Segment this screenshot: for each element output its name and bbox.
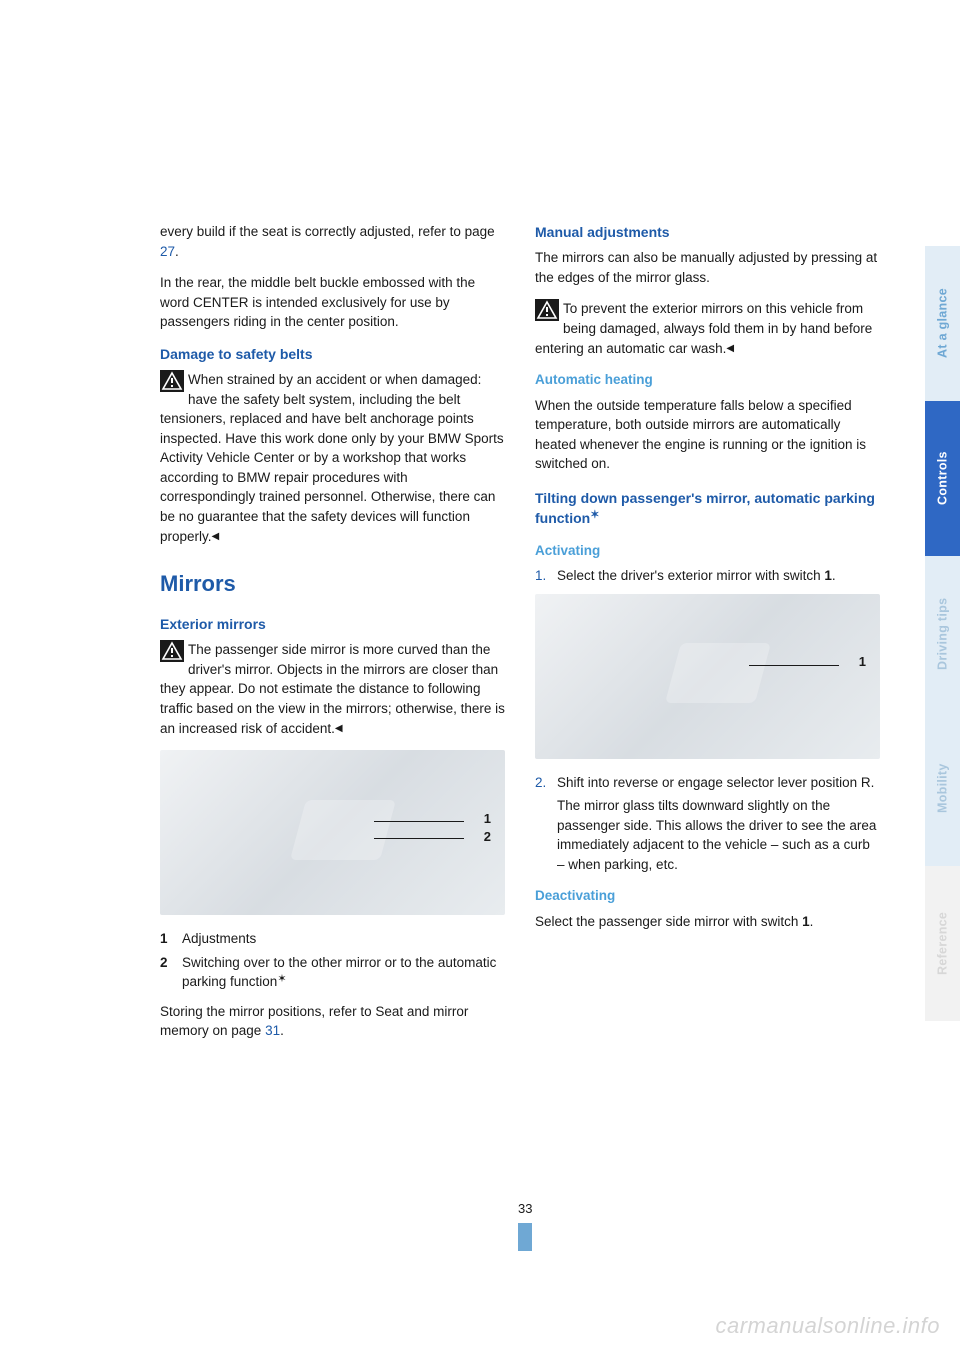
heading-deactivating: Deactivating [535,886,880,906]
list-item: 1. Select the driver's exterior mirror w… [535,566,880,586]
heading-damage: Damage to safety belts [160,344,505,364]
page-number: 33 [518,1200,532,1219]
legend-row: 2 Switching over to the other mirror or … [160,953,505,992]
text: Tilting down passenger's mirror, automat… [535,490,875,526]
right-column: Manual adjustments The mirrors can also … [535,222,880,1053]
heading-mirrors: Mirrors [160,568,505,600]
text-bold: 1 [824,568,832,583]
tab-mobility[interactable]: Mobility [925,711,960,866]
end-marker-icon: ◀ [335,723,343,734]
legend-text: Switching over to the other mirror or to… [182,953,505,992]
intro-paragraph-1: every build if the seat is correctly adj… [160,222,505,261]
figure-callout-1: 1 [484,810,491,829]
footnote-asterisk-icon: ✶ [590,509,599,521]
page-link-31[interactable]: 31 [265,1023,280,1038]
tab-controls[interactable]: Controls [925,401,960,556]
page-number-marker: 33 [518,1200,532,1251]
heading-activating: Activating [535,541,880,561]
text: The passenger side mirror is more curved… [160,642,505,735]
end-marker-icon: ◀ [726,343,734,354]
text: When strained by an accident or when dam… [160,372,504,544]
text: Select the driver's exterior mirror with… [557,568,824,583]
text: Select the passenger side mirror with sw… [535,914,802,929]
page-content: every build if the seat is correctly adj… [160,222,880,1053]
figure-callout-1: 1 [859,653,866,672]
text: Storing the mirror positions, refer to S… [160,1004,468,1039]
list-text: Shift into reverse or engage selector le… [557,773,880,875]
heading-manual-adjustments: Manual adjustments [535,222,880,242]
text: . [832,568,836,583]
warning-icon [160,370,184,392]
figure-mirror-switch-1: 1 2 [160,750,505,915]
legend-num: 1 [160,929,182,949]
text: Shift into reverse or engage selector le… [557,773,880,793]
storing-paragraph: Storing the mirror positions, refer to S… [160,1002,505,1041]
legend-row: 1 Adjustments [160,929,505,949]
manual-paragraph: The mirrors can also be manually adjuste… [535,248,880,287]
watermark: carmanualsonline.info [715,1310,940,1342]
text: every build if the seat is correctly adj… [160,224,495,239]
text-bold: 1 [802,914,810,929]
heading-exterior-mirrors: Exterior mirrors [160,614,505,634]
tab-driving-tips[interactable]: Driving tips [925,556,960,711]
page-number-bar [518,1223,532,1251]
warning-icon [160,640,184,662]
list-text: Select the driver's exterior mirror with… [557,566,836,586]
side-tabs: At a glance Controls Driving tips Mobili… [925,246,960,1021]
figure-mirror-switch-2: 1 [535,594,880,759]
manual-warning: To prevent the exterior mirrors on this … [535,299,880,358]
text: . [175,244,179,259]
text: . [810,914,814,929]
legend-num: 2 [160,953,182,992]
footnote-asterisk-icon: ✶ [277,973,286,985]
warning-icon [535,299,559,321]
end-marker-icon: ◀ [212,531,220,542]
damage-warning: When strained by an accident or when dam… [160,370,505,546]
exterior-warning: The passenger side mirror is more curved… [160,640,505,738]
legend-text: Adjustments [182,929,256,949]
tab-at-a-glance[interactable]: At a glance [925,246,960,401]
left-column: every build if the seat is correctly adj… [160,222,505,1053]
list-number: 2. [535,773,557,875]
heading-automatic-heating: Automatic heating [535,370,880,390]
intro-paragraph-2: In the rear, the middle belt buckle embo… [160,273,505,332]
text: . [280,1023,284,1038]
tab-reference[interactable]: Reference [925,866,960,1021]
auto-heating-paragraph: When the outside temperature falls below… [535,396,880,474]
text: Switching over to the other mirror or to… [182,955,496,990]
heading-tilting-mirror: Tilting down passenger's mirror, automat… [535,488,880,529]
figure-callout-2: 2 [484,828,491,847]
list-item: 2. Shift into reverse or engage selector… [535,773,880,875]
list-number: 1. [535,566,557,586]
page-link-27[interactable]: 27 [160,244,175,259]
deactivating-paragraph: Select the passenger side mirror with sw… [535,912,880,932]
text: The mirror glass tilts downward slightly… [557,796,880,874]
text: To prevent the exterior mirrors on this … [535,301,872,355]
